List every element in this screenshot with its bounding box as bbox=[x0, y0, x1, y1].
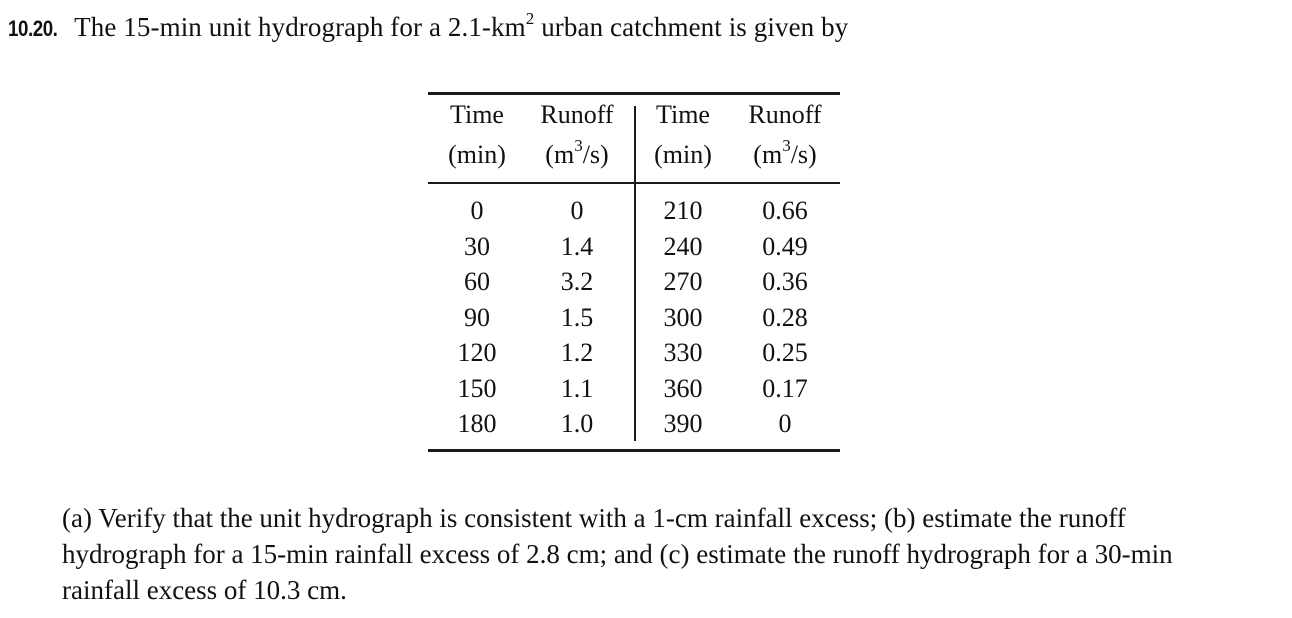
area-exponent: 2 bbox=[525, 9, 535, 28]
table-cell-runoff-left: 1.1 bbox=[560, 373, 594, 403]
header-runoff-left: Runoff bbox=[540, 100, 614, 129]
table-cell-runoff-left: 3.2 bbox=[560, 267, 594, 296]
table-cell-runoff-left: 0 bbox=[570, 196, 584, 225]
header-time-left: Time bbox=[450, 100, 504, 129]
table-cell-runoff-right: 0 bbox=[778, 409, 792, 438]
table-bottom-rule bbox=[428, 449, 840, 452]
table-cell-time-right: 360 bbox=[663, 373, 703, 403]
table-cell-runoff-right: 0.49 bbox=[762, 231, 808, 261]
table-cell-runoff-left: 1.4 bbox=[560, 231, 594, 261]
table-cell-time-left: 150 bbox=[457, 373, 497, 403]
problem-intro-end: urban catchment is given by bbox=[534, 12, 849, 42]
table-cell-time-right: 330 bbox=[663, 338, 703, 367]
table-cell-runoff-right: 0.25 bbox=[762, 338, 808, 367]
table-cell-time-left: 60 bbox=[464, 267, 490, 296]
header-time-right: Time bbox=[656, 100, 710, 129]
unit-prefix: (m bbox=[753, 140, 783, 169]
table-cell-time-right: 270 bbox=[663, 267, 703, 296]
table-column-divider bbox=[634, 106, 636, 441]
header-time-unit-left: (min) bbox=[448, 140, 506, 169]
header-time-unit-right: (min) bbox=[654, 140, 712, 169]
table-cell-time-right: 210 bbox=[663, 196, 703, 225]
unit-prefix: (m bbox=[545, 140, 575, 169]
table-cell-time-left: 0 bbox=[470, 196, 484, 225]
unit-exponent: 3 bbox=[574, 136, 583, 155]
table-cell-time-left: 90 bbox=[464, 302, 490, 332]
unit-exponent: 3 bbox=[782, 136, 791, 155]
unit-suffix: /s) bbox=[582, 140, 609, 169]
table-cell-time-left: 180 bbox=[457, 409, 497, 438]
problem-statement: 10.20. The 15-min unit hydrograph for a 2… bbox=[8, 9, 849, 43]
table-cell-time-right: 300 bbox=[663, 302, 703, 332]
question-line: hydrograph for a 15-min rainfall excess … bbox=[62, 539, 1173, 569]
table-cell-runoff-right: 0.17 bbox=[762, 373, 808, 403]
question-line: (a) Verify that the unit hydrograph is c… bbox=[62, 503, 1126, 533]
table-cell-runoff-left: 1.0 bbox=[560, 409, 594, 438]
table-cell-time-right: 240 bbox=[663, 231, 703, 261]
unit-suffix: /s) bbox=[790, 140, 817, 169]
table-cell-time-left: 120 bbox=[457, 338, 497, 367]
table-top-rule bbox=[428, 92, 840, 95]
question-line: rainfall excess of 10.3 cm. bbox=[62, 575, 347, 605]
table-cell-runoff-right: 0.28 bbox=[762, 302, 808, 332]
table-cell-runoff-left: 1.2 bbox=[560, 338, 594, 367]
header-runoff-right: Runoff bbox=[748, 100, 822, 129]
header-runoff-unit-right: (m3/s) bbox=[738, 137, 832, 170]
question-text: (a) Verify that the unit hydrograph is c… bbox=[62, 500, 1232, 608]
header-runoff-unit-left: (m3/s) bbox=[534, 137, 620, 170]
problem-number: 10.20. bbox=[8, 16, 58, 41]
table-cell-time-right: 390 bbox=[663, 409, 703, 438]
problem-intro-start: The 15-min unit hydrograph for a 2.1-km bbox=[74, 12, 526, 42]
table-cell-runoff-left: 1.5 bbox=[560, 302, 594, 332]
table-cell-runoff-right: 0.66 bbox=[762, 196, 808, 225]
table-cell-runoff-right: 0.36 bbox=[762, 267, 808, 296]
table-cell-time-left: 30 bbox=[464, 231, 490, 261]
